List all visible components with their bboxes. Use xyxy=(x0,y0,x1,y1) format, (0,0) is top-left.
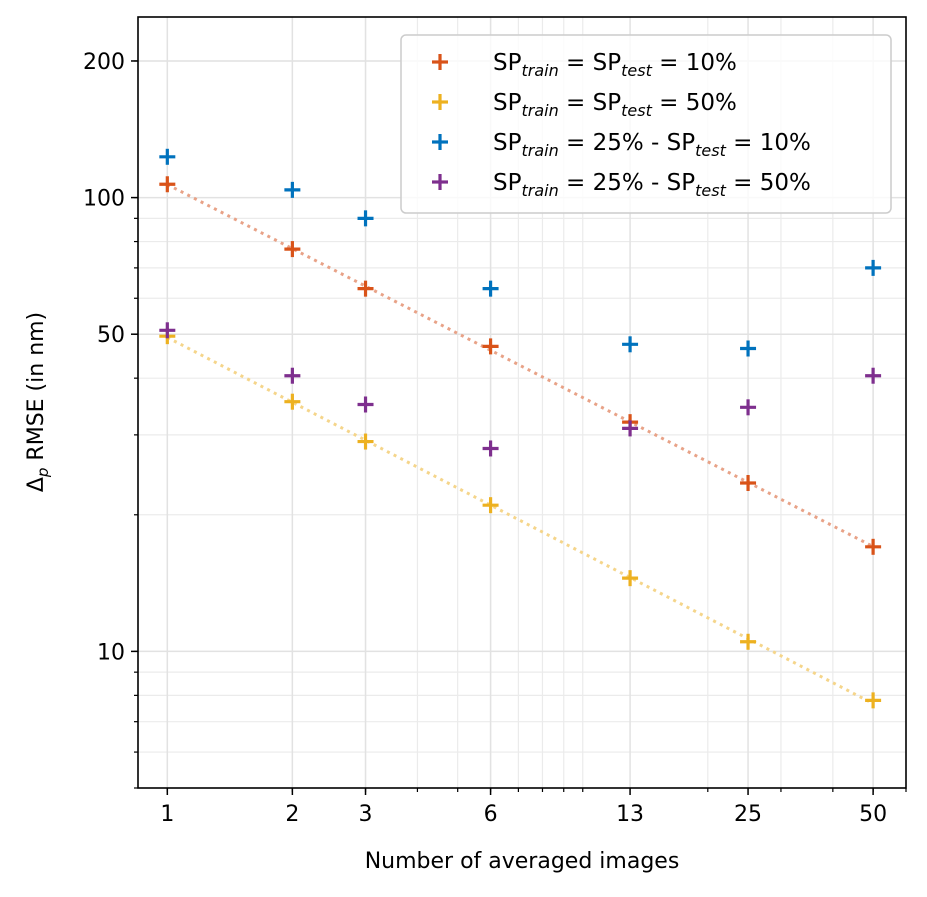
data-point xyxy=(740,399,757,416)
data-point xyxy=(482,338,499,355)
data-point xyxy=(159,322,176,339)
x-tick-label: 6 xyxy=(484,802,498,827)
data-point xyxy=(357,396,374,413)
legend: SPtrain = SPtest = 10% SPtrain = SPtest =… xyxy=(400,34,892,214)
data-point xyxy=(357,210,374,227)
data-point xyxy=(482,497,499,514)
legend-label: SPtrain = 25% - SPtest = 10% xyxy=(493,130,811,160)
y-tick-label: 200 xyxy=(83,50,125,75)
data-point xyxy=(284,393,301,410)
data-point xyxy=(740,340,757,357)
x-tick-label: 3 xyxy=(359,802,373,827)
data-point xyxy=(357,280,374,297)
data-point xyxy=(482,280,499,297)
legend-label: SPtrain = SPtest = 10% xyxy=(493,50,737,80)
data-point xyxy=(865,367,882,384)
legend-marker xyxy=(432,54,448,70)
x-axis-title: Number of averaged images xyxy=(365,849,680,874)
plot-frame xyxy=(137,16,907,789)
x-tick-label: 50 xyxy=(859,802,887,827)
data-point xyxy=(284,181,301,198)
legend-marker xyxy=(432,94,448,110)
data-point xyxy=(622,420,639,437)
x-tick-label: 25 xyxy=(734,802,762,827)
data-point xyxy=(482,440,499,457)
y-tick-label: 100 xyxy=(83,187,125,212)
y-axis: 10 50 100 200 xyxy=(83,50,138,789)
data-point xyxy=(357,433,374,450)
legend-label: SPtrain = 25% - SPtest = 50% xyxy=(493,170,811,200)
y-tick-label: 50 xyxy=(97,323,125,348)
data-point xyxy=(740,633,757,650)
x-tick-label: 13 xyxy=(616,802,644,827)
x-axis: 1 2 3 6 13 25 50 xyxy=(160,788,907,827)
y-tick-label: 10 xyxy=(97,640,125,665)
data-point xyxy=(740,474,757,491)
data-point xyxy=(865,692,882,709)
data-point xyxy=(284,367,301,384)
data-point xyxy=(622,336,639,353)
y-axis-title: Δp RMSE (in nm) xyxy=(24,312,52,492)
data-points xyxy=(159,148,882,709)
legend-box xyxy=(400,34,892,214)
x-tick-label: 2 xyxy=(285,802,299,827)
x-tick-label: 1 xyxy=(160,802,174,827)
data-point xyxy=(159,176,176,193)
legend-marker xyxy=(432,174,448,190)
data-point xyxy=(159,148,176,165)
legend-marker xyxy=(432,134,448,150)
data-point xyxy=(622,570,639,587)
legend-label: SPtrain = SPtest = 50% xyxy=(493,90,737,120)
data-point xyxy=(865,259,882,276)
trendline xyxy=(166,183,874,548)
data-point xyxy=(284,241,301,258)
data-point xyxy=(865,538,882,555)
